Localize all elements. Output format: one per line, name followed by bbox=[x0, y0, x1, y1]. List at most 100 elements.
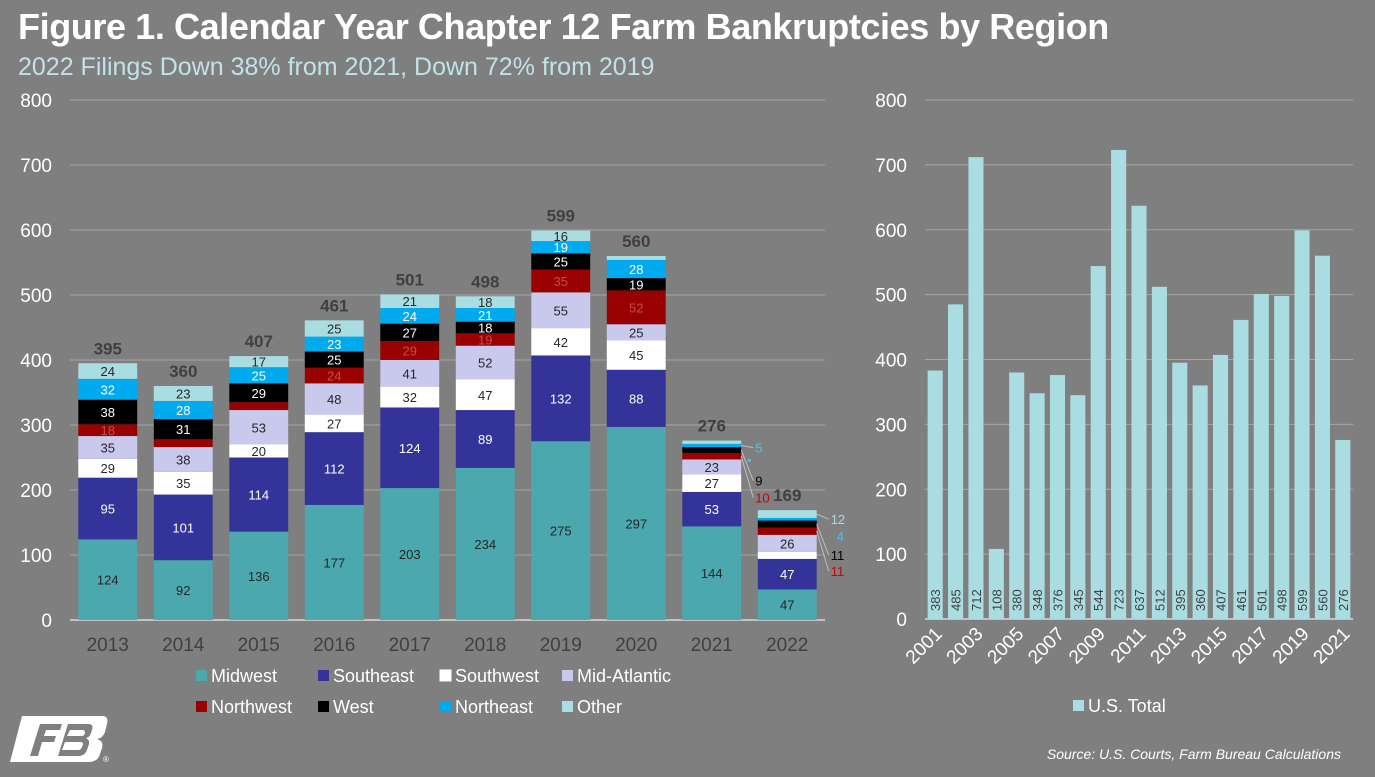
legend-label: Other bbox=[577, 697, 622, 717]
legend-label: U.S. Total bbox=[1088, 696, 1166, 716]
bar-segment bbox=[682, 452, 742, 460]
x-tick-label: 2014 bbox=[162, 635, 205, 656]
y-tick-label: 800 bbox=[20, 91, 52, 112]
data-label: 712 bbox=[969, 589, 984, 611]
legend-label: Northwest bbox=[211, 697, 292, 717]
bar-segment bbox=[606, 426, 666, 620]
bar-segment bbox=[304, 367, 364, 384]
data-label: 53 bbox=[252, 420, 266, 435]
data-label: 27 bbox=[705, 476, 719, 491]
bar-segment bbox=[682, 526, 742, 620]
data-label: 544 bbox=[1091, 589, 1106, 611]
bar-segment bbox=[455, 467, 515, 620]
bar bbox=[1151, 286, 1167, 619]
bar-segment bbox=[229, 356, 289, 368]
bar-segment bbox=[380, 407, 440, 489]
data-label: 21 bbox=[478, 308, 492, 323]
data-label: 21 bbox=[403, 294, 417, 309]
data-label: 25 bbox=[252, 368, 266, 383]
legend-swatch bbox=[196, 701, 207, 712]
bar-segment bbox=[455, 410, 515, 468]
x-tick-label: 2015 bbox=[238, 635, 280, 656]
data-label: 407 bbox=[1214, 589, 1229, 611]
data-label: 297 bbox=[625, 516, 647, 531]
bar-segment bbox=[606, 256, 666, 260]
bar-segment bbox=[455, 308, 515, 322]
y-tick-label: 500 bbox=[20, 286, 52, 307]
bar-segment bbox=[455, 379, 515, 411]
data-label: 47 bbox=[780, 598, 794, 613]
legend-swatch bbox=[562, 701, 573, 712]
y-tick-label: 500 bbox=[875, 286, 907, 307]
data-label: 498 bbox=[1275, 589, 1290, 611]
legend-label: Midwest bbox=[211, 666, 277, 686]
data-label: 89 bbox=[478, 432, 492, 447]
data-label: 52 bbox=[629, 300, 643, 315]
bar-segment bbox=[304, 336, 364, 352]
x-tick-label: 2021 bbox=[691, 635, 733, 656]
data-label: 18 bbox=[478, 321, 492, 336]
bar-segment bbox=[153, 400, 213, 420]
callout-label: 11 bbox=[831, 548, 845, 563]
callout-label: 9 bbox=[755, 474, 762, 489]
x-tick-label: 2003 bbox=[943, 624, 988, 669]
bar-segment bbox=[757, 558, 817, 590]
bar-segment bbox=[455, 321, 515, 334]
bar-segment bbox=[531, 241, 591, 254]
bar-segment bbox=[229, 444, 289, 458]
bar-segment bbox=[304, 383, 364, 415]
data-label: 47 bbox=[780, 567, 794, 582]
bar-segment bbox=[153, 494, 213, 561]
bar-segment bbox=[229, 410, 289, 445]
y-tick-label: 800 bbox=[875, 91, 907, 112]
y-tick-label: 0 bbox=[41, 611, 52, 632]
data-label: 25 bbox=[327, 321, 341, 336]
legend-swatch bbox=[196, 670, 207, 681]
bar-segment bbox=[757, 551, 817, 559]
bar-segment bbox=[531, 253, 591, 270]
bar-segment bbox=[78, 363, 138, 379]
data-label: 108 bbox=[989, 589, 1004, 611]
data-label: 38 bbox=[101, 405, 115, 420]
x-tick-label: 2011 bbox=[1107, 624, 1151, 668]
bar-segment bbox=[455, 345, 515, 380]
data-label: 136 bbox=[248, 569, 270, 584]
data-label: 31 bbox=[176, 422, 190, 437]
bar-segment bbox=[153, 447, 213, 472]
bar bbox=[927, 370, 943, 619]
data-label: 23 bbox=[176, 386, 190, 401]
data-label: 26 bbox=[780, 536, 794, 551]
data-label: 23 bbox=[327, 337, 341, 352]
data-label: 112 bbox=[324, 462, 345, 477]
x-tick-label: 2001 bbox=[902, 624, 947, 669]
data-label: 28 bbox=[176, 403, 190, 418]
data-label: 276 bbox=[1336, 589, 1351, 611]
x-tick-label: 2015 bbox=[1187, 624, 1232, 669]
legend-label: West bbox=[333, 697, 374, 717]
bar-segment bbox=[757, 520, 817, 528]
data-label: 35 bbox=[554, 274, 568, 289]
data-label: 124 bbox=[97, 573, 119, 588]
bar-segment bbox=[380, 488, 440, 620]
bar-segment bbox=[229, 383, 289, 403]
bar-segment bbox=[682, 447, 742, 453]
bar-segment bbox=[757, 534, 817, 552]
total-label: 169 bbox=[773, 486, 801, 505]
y-tick-label: 600 bbox=[20, 221, 52, 242]
bar bbox=[988, 548, 1004, 619]
callout-label: 4 bbox=[837, 529, 844, 544]
data-label: 35 bbox=[176, 476, 190, 491]
data-label: 92 bbox=[176, 583, 190, 598]
callout-leader bbox=[740, 456, 754, 498]
total-label: 461 bbox=[320, 296, 348, 315]
data-label: 29 bbox=[252, 386, 266, 401]
data-label: 637 bbox=[1132, 589, 1147, 611]
legend-swatch bbox=[1073, 700, 1084, 711]
data-label: 203 bbox=[399, 547, 421, 562]
total-label: 407 bbox=[245, 332, 273, 351]
bar-segment bbox=[229, 531, 289, 620]
data-label: 18 bbox=[101, 423, 115, 438]
bar-segment bbox=[380, 386, 440, 408]
data-label: 23 bbox=[705, 460, 719, 475]
